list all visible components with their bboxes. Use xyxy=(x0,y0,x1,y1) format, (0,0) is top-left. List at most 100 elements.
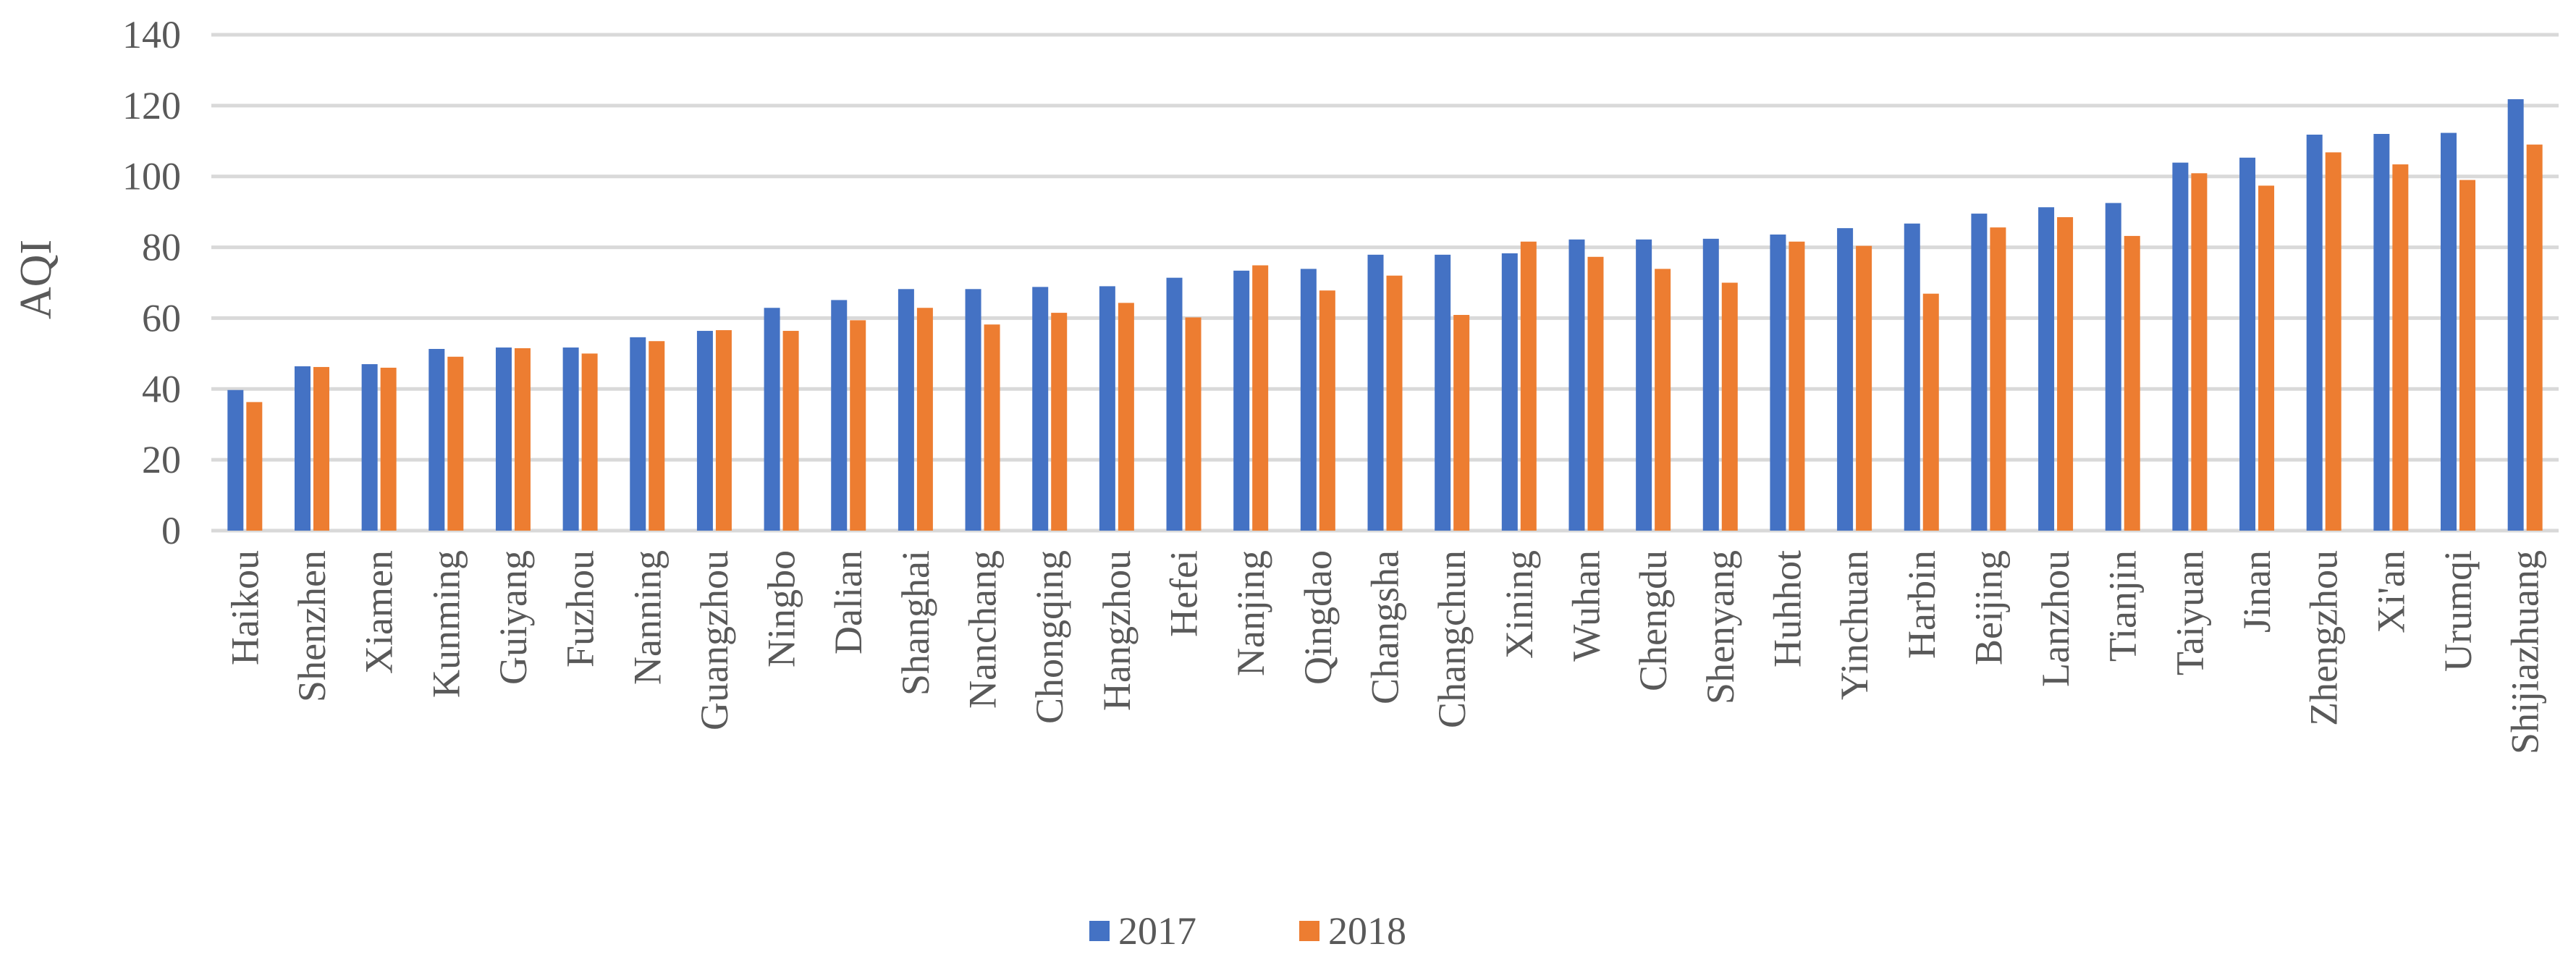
bar-2017-shenyang xyxy=(1702,238,1719,531)
x-tick-label: Chengdu xyxy=(1631,550,1675,691)
bar-2017-harbin xyxy=(1904,223,1920,531)
gridlines xyxy=(211,33,2559,533)
bar-2018-shijiazhuang xyxy=(2526,144,2543,531)
bar-2018-tianjin xyxy=(2124,235,2140,531)
bar-2017-changsha xyxy=(1367,254,1384,531)
x-tick-label: Dalian xyxy=(827,550,870,654)
bar-2018-nanjing xyxy=(1252,265,1269,531)
bar-2017-nanning xyxy=(630,337,646,531)
y-tick-label: 140 xyxy=(122,13,181,56)
bar-2018-shenyang xyxy=(1721,282,1738,531)
x-tick-label: Shijiazhuang xyxy=(2504,550,2547,754)
bar-2018-guangzhou xyxy=(715,330,732,531)
bar-2017-haikou xyxy=(227,389,244,531)
bar-2017-xining xyxy=(1501,253,1518,531)
bar-2018-beijing xyxy=(1990,227,2006,531)
x-tick-label: Xining xyxy=(1498,550,1541,659)
y-axis-label: AQI xyxy=(12,240,61,319)
x-tick-label: Harbin xyxy=(1900,550,1943,659)
bar-2017-shijiazhuang xyxy=(2507,99,2524,531)
x-tick-label: Guiyang xyxy=(491,550,535,685)
x-tick-label: Nanchang xyxy=(961,550,1005,709)
bar-2017-chengdu xyxy=(1636,239,1652,531)
y-tick-label: 120 xyxy=(122,84,181,127)
bar-2017-fuzhou xyxy=(562,347,579,531)
bar-2018-wuhan xyxy=(1587,256,1604,531)
bar-2018-qingdao xyxy=(1319,290,1335,531)
x-axis-categories: Haikou Shenzhen Xiamen Kunming Guiyang Fuzhou… xyxy=(223,550,2546,754)
bar-2017-ningbo xyxy=(764,308,780,531)
bar-2018-shanghai xyxy=(916,308,933,531)
bar-2017-huhhot xyxy=(1770,234,1786,531)
x-tick-label: Fuzhou xyxy=(559,550,602,667)
bar-2018-dalian xyxy=(850,320,866,531)
bar-2018-chongqing xyxy=(1051,313,1068,531)
x-tick-label: Hefei xyxy=(1162,550,1206,637)
bar-2017-dalian xyxy=(831,300,848,531)
legend-label-2017: 2017 xyxy=(1118,909,1196,953)
x-tick-label: Wuhan xyxy=(1564,550,1608,662)
bar-2017-zhengzhou xyxy=(2306,134,2323,531)
bar-2018-haikou xyxy=(246,402,263,531)
bar-2018-huhhot xyxy=(1789,241,1805,531)
bar-2018-taiyuan xyxy=(2191,173,2208,531)
x-tick-label: Urumqi xyxy=(2436,550,2480,672)
x-tick-label: Beijing xyxy=(1967,550,2010,665)
bar-2017-tianjin xyxy=(2105,203,2121,531)
x-tick-label: Jinan xyxy=(2235,550,2279,633)
x-tick-label: Taiyuan xyxy=(2168,550,2211,675)
bar-2017-guangzhou xyxy=(696,331,713,531)
bar-2017-taiyuan xyxy=(2172,162,2189,531)
bar-2017-jinan xyxy=(2239,157,2256,531)
bar-2018-nanning xyxy=(649,341,665,531)
bar-2018-guiyang xyxy=(514,348,531,531)
bar-2017-shanghai xyxy=(898,289,914,531)
y-tick-label: 60 xyxy=(142,296,181,340)
bar-2018-fuzhou xyxy=(581,353,598,531)
bar-2018-kunming xyxy=(447,356,464,531)
bar-2018-hangzhou xyxy=(1118,303,1134,531)
bar-2018-yinchuan xyxy=(1856,245,1872,531)
bar-2018-shenzhen xyxy=(313,366,329,531)
bar-2018-hefei xyxy=(1185,317,1202,531)
x-tick-label: Nanning xyxy=(625,550,669,685)
y-tick-label: 80 xyxy=(142,226,181,269)
bars xyxy=(227,99,2543,531)
x-tick-label: Yinchuan xyxy=(1833,550,1876,700)
x-tick-label: Shenyang xyxy=(1699,550,1742,704)
bar-2017-guiyang xyxy=(495,347,512,531)
bar-2017-xian xyxy=(2373,134,2390,531)
y-tick-label: 40 xyxy=(142,367,181,410)
x-tick-label: Guangzhou xyxy=(693,550,736,730)
bar-2018-zhengzhou xyxy=(2325,152,2341,531)
bar-2017-nanchang xyxy=(965,289,981,531)
bar-2018-harbin xyxy=(1922,293,1939,531)
bar-2018-xiamen xyxy=(380,367,397,531)
x-tick-label: Ningbo xyxy=(760,550,803,667)
bar-2018-changchun xyxy=(1453,315,1470,531)
bar-2017-urumqi xyxy=(2441,132,2457,531)
bar-2018-xining xyxy=(1520,241,1537,531)
x-tick-label: Kunming xyxy=(424,550,468,698)
bar-2018-nanchang xyxy=(984,324,1000,531)
bar-2017-nanjing xyxy=(1233,270,1250,531)
x-tick-label: Changchun xyxy=(1430,550,1474,728)
bar-2017-kunming xyxy=(428,348,445,531)
bar-2017-lanzhou xyxy=(2038,207,2055,531)
x-tick-label: Nanjing xyxy=(1229,550,1272,676)
legend: 2017 2018 xyxy=(1089,909,1406,953)
x-tick-label: Shanghai xyxy=(894,550,937,696)
legend-swatch-2018 xyxy=(1299,921,1319,941)
bar-2017-changchun xyxy=(1435,254,1451,531)
x-tick-label: Hangzhou xyxy=(1095,550,1139,711)
bar-2017-qingdao xyxy=(1300,269,1317,531)
bar-2017-shenzhen xyxy=(294,366,311,531)
x-tick-label: Shenzhen xyxy=(290,550,334,702)
y-tick-label: 0 xyxy=(161,509,181,552)
bar-2017-yinchuan xyxy=(1837,228,1854,531)
bar-2017-xiamen xyxy=(361,364,378,531)
y-axis-ticks: 0 20 40 60 80 100 120 140 xyxy=(122,13,181,552)
bar-2018-jinan xyxy=(2258,185,2275,531)
bar-2018-xian xyxy=(2392,164,2409,531)
